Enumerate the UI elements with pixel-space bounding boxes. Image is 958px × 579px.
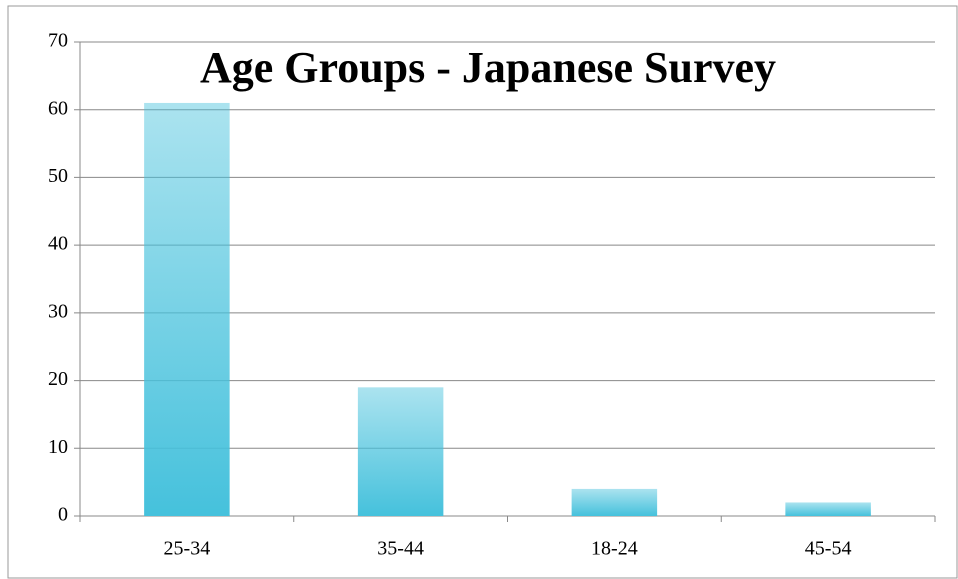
bar [357, 387, 444, 516]
bar [785, 502, 871, 516]
chart-title: Age Groups - Japanese Survey [200, 43, 776, 92]
y-tick-label: 30 [48, 300, 68, 322]
x-tick-label: 25-34 [164, 538, 211, 560]
y-tick-label: 50 [48, 165, 68, 187]
y-tick-label: 60 [48, 97, 68, 119]
y-tick-label: 70 [48, 30, 68, 52]
x-tick-label: 18-24 [591, 538, 638, 560]
bar [144, 102, 230, 516]
chart-frame [7, 5, 958, 579]
x-tick-label: 35-44 [377, 538, 424, 560]
y-tick-label: 40 [48, 233, 68, 255]
y-tick-label: 10 [48, 436, 68, 458]
x-tick-label: 45-54 [805, 538, 852, 560]
y-tick-label: 0 [58, 504, 68, 526]
y-tick-label: 20 [48, 368, 68, 390]
bar [571, 488, 658, 516]
